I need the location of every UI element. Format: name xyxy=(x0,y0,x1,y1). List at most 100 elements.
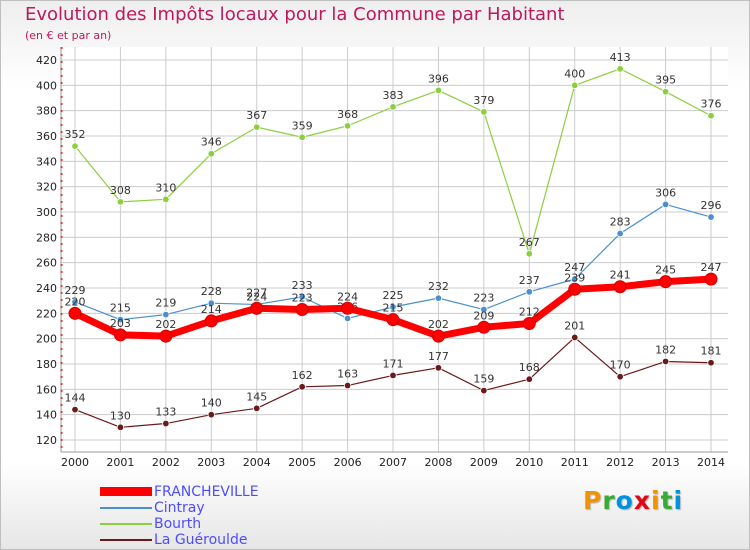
data-label-francheville: 214 xyxy=(201,303,222,316)
data-point-la-gu-roulde xyxy=(116,423,125,432)
data-label-la-gu-roulde: 133 xyxy=(155,406,176,419)
data-label-la-gu-roulde: 145 xyxy=(246,390,267,403)
data-label-francheville: 203 xyxy=(110,317,131,330)
y-tick-label: 340 xyxy=(36,155,57,168)
data-point-la-gu-roulde xyxy=(253,404,261,413)
x-tick-label: 2000 xyxy=(61,456,89,469)
data-label-cintray: 283 xyxy=(610,216,631,229)
x-tick-label: 2004 xyxy=(243,456,271,469)
data-point-cintray xyxy=(661,200,670,209)
data-point-la-gu-roulde xyxy=(525,375,533,383)
data-label-bourth: 310 xyxy=(155,181,176,194)
data-label-bourth: 346 xyxy=(201,136,222,149)
data-label-la-gu-roulde: 159 xyxy=(473,373,494,386)
data-label-bourth: 308 xyxy=(110,184,131,197)
data-label-cintray: 306 xyxy=(655,186,676,199)
data-label-la-gu-roulde: 144 xyxy=(65,392,86,405)
logo-letter: i xyxy=(673,486,684,515)
x-tick-label: 2008 xyxy=(424,456,452,469)
data-label-cintray: 233 xyxy=(292,279,313,292)
data-point-cintray xyxy=(571,275,579,283)
y-tick-label: 160 xyxy=(36,383,57,396)
logo-letter: i xyxy=(651,486,661,515)
data-point-bourth xyxy=(707,112,715,120)
data-label-francheville: 212 xyxy=(519,305,540,318)
x-tick-label: 2013 xyxy=(652,456,680,469)
x-tick-label: 2011 xyxy=(561,456,589,469)
data-point-cintray xyxy=(298,293,306,301)
data-label-cintray: 296 xyxy=(701,199,722,212)
x-tick-label: 2005 xyxy=(288,456,316,469)
data-point-la-gu-roulde xyxy=(661,357,670,366)
data-label-bourth: 359 xyxy=(292,119,313,132)
data-label-bourth: 413 xyxy=(610,51,631,64)
data-label-bourth: 395 xyxy=(655,74,676,87)
data-label-bourth: 368 xyxy=(337,108,358,121)
data-point-cintray xyxy=(480,305,488,314)
data-label-cintray: 232 xyxy=(428,280,449,293)
data-point-francheville xyxy=(704,272,718,286)
data-point-cintray xyxy=(707,213,715,221)
x-tick-label: 2009 xyxy=(470,456,498,469)
data-point-francheville xyxy=(113,328,127,342)
data-point-cintray xyxy=(71,298,79,306)
data-label-bourth: 396 xyxy=(428,72,449,85)
data-point-la-gu-roulde xyxy=(616,372,624,381)
data-label-francheville: 247 xyxy=(701,261,722,274)
y-tick-label: 260 xyxy=(36,257,57,270)
y-tick-label: 180 xyxy=(36,358,57,371)
data-point-la-gu-roulde xyxy=(343,381,352,390)
logo-letter: r xyxy=(602,486,616,515)
legend-label-bourth: Bourth xyxy=(154,516,202,532)
data-point-francheville xyxy=(522,316,536,330)
data-label-cintray: 215 xyxy=(110,302,131,315)
data-point-la-gu-roulde xyxy=(207,410,215,419)
data-label-cintray: 229 xyxy=(65,284,86,297)
y-tick-label: 240 xyxy=(36,282,57,295)
data-label-la-gu-roulde: 130 xyxy=(110,409,131,422)
data-point-bourth xyxy=(480,108,488,116)
data-label-francheville: 202 xyxy=(155,318,176,331)
data-point-bourth xyxy=(207,150,215,158)
data-label-bourth: 376 xyxy=(701,98,722,111)
data-point-la-gu-roulde xyxy=(571,333,579,342)
y-tick-label: 140 xyxy=(36,409,57,422)
data-point-bourth xyxy=(343,122,352,130)
data-point-la-gu-roulde xyxy=(71,405,79,414)
data-point-bourth xyxy=(525,250,533,258)
data-label-la-gu-roulde: 201 xyxy=(564,319,585,332)
data-label-la-gu-roulde: 170 xyxy=(610,359,631,372)
data-point-cintray xyxy=(116,315,125,324)
data-point-la-gu-roulde xyxy=(389,371,397,380)
data-label-la-gu-roulde: 181 xyxy=(701,345,722,358)
data-point-la-gu-roulde xyxy=(707,359,715,367)
data-label-la-gu-roulde: 163 xyxy=(337,368,358,381)
y-tick-label: 120 xyxy=(36,434,57,447)
data-point-cintray xyxy=(434,294,443,302)
data-label-cintray: 219 xyxy=(155,297,176,310)
data-point-la-gu-roulde xyxy=(298,383,306,391)
data-label-francheville: 245 xyxy=(655,264,676,277)
data-point-francheville xyxy=(568,282,582,296)
data-label-la-gu-roulde: 171 xyxy=(383,357,404,370)
data-label-cintray: 227 xyxy=(246,286,267,299)
data-point-la-gu-roulde xyxy=(434,364,443,372)
data-point-bourth xyxy=(162,195,170,204)
data-point-francheville xyxy=(431,329,445,343)
data-point-francheville xyxy=(159,329,173,343)
logo-letter: o xyxy=(615,486,634,515)
x-tick-label: 2012 xyxy=(606,456,634,469)
data-label-bourth: 383 xyxy=(383,89,404,102)
y-tick-label: 420 xyxy=(36,54,57,67)
data-label-francheville: 215 xyxy=(383,302,404,315)
data-point-bourth xyxy=(616,65,624,73)
legend-swatch-la-gueroulde xyxy=(100,539,152,541)
legend-swatch-bourth xyxy=(100,523,152,525)
data-label-cintray: 223 xyxy=(473,292,494,305)
data-label-bourth: 367 xyxy=(246,109,267,122)
y-tick-label: 320 xyxy=(36,181,57,194)
data-label-francheville: 220 xyxy=(65,295,86,308)
proxiti-logo: Proxiti xyxy=(583,486,683,515)
logo-letter: t xyxy=(660,486,674,515)
